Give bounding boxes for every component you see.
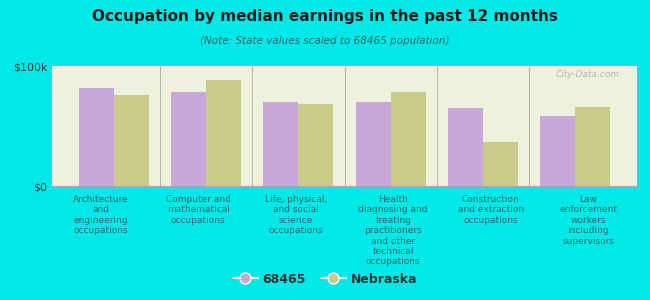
Bar	[575, 107, 610, 186]
Text: (Note: State values scaled to 68465 population): (Note: State values scaled to 68465 popu…	[200, 36, 450, 46]
Bar	[298, 104, 333, 186]
Bar	[391, 92, 426, 186]
Legend: 68465, Nebraska: 68465, Nebraska	[227, 268, 422, 291]
Bar	[448, 108, 483, 186]
Bar	[114, 95, 149, 186]
Bar	[356, 102, 391, 186]
Bar	[263, 102, 298, 186]
Text: Occupation by median earnings in the past 12 months: Occupation by median earnings in the pas…	[92, 9, 558, 24]
Text: Construction
and extraction
occupations: Construction and extraction occupations	[458, 195, 524, 225]
Bar	[540, 116, 575, 186]
Bar	[483, 142, 518, 186]
Text: Health
diagnosing and
treating
practitioners
and other
technical
occupations: Health diagnosing and treating practitio…	[359, 195, 428, 266]
Bar	[171, 92, 206, 186]
Text: Life, physical,
and social
science
occupations: Life, physical, and social science occup…	[265, 195, 327, 235]
Text: Computer and
mathematical
occupations: Computer and mathematical occupations	[166, 195, 231, 225]
Bar	[206, 80, 241, 186]
Text: Architecture
and
engineering
occupations: Architecture and engineering occupations	[73, 195, 129, 235]
Text: City-Data.com: City-Data.com	[556, 70, 619, 79]
Bar	[79, 88, 114, 186]
Text: Law
enforcement
workers
including
supervisors: Law enforcement workers including superv…	[559, 195, 618, 246]
